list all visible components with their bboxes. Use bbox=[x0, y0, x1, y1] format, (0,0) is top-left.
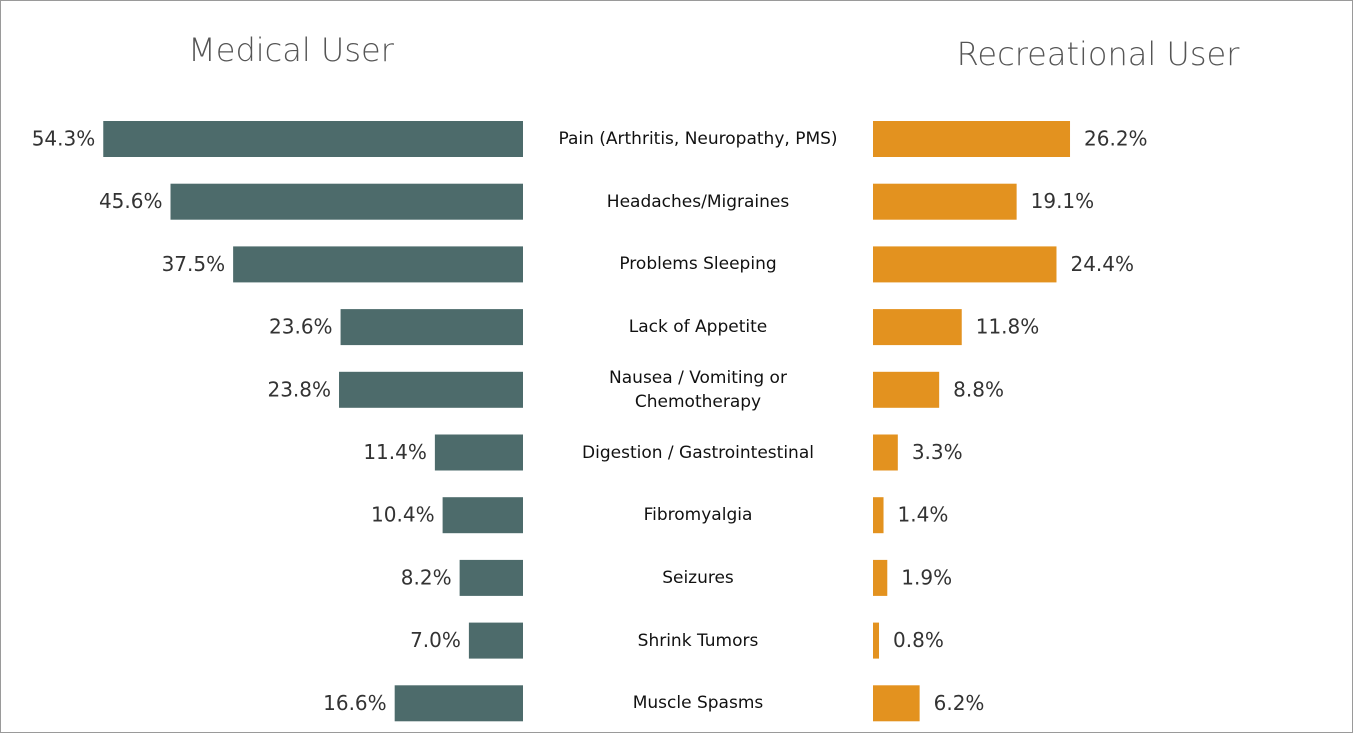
bar bbox=[434, 434, 523, 471]
value-label: 8.2% bbox=[401, 565, 452, 589]
bar bbox=[233, 246, 523, 283]
bar bbox=[873, 371, 940, 408]
bar bbox=[873, 622, 880, 659]
value-label: 10.4% bbox=[371, 503, 435, 527]
value-label: 23.8% bbox=[267, 377, 331, 401]
category-label: Lack of Appetite bbox=[628, 317, 768, 338]
category-label: Fibromyalgia bbox=[643, 505, 753, 526]
bar bbox=[873, 309, 962, 346]
value-label: 26.2% bbox=[1084, 127, 1148, 151]
bar bbox=[873, 121, 1071, 157]
category-label: Nausea / Vomiting or Chemotherapy bbox=[609, 367, 787, 412]
category-label: Pain (Arthritis, Neuropathy, PMS) bbox=[558, 129, 838, 149]
value-label: 8.8% bbox=[953, 377, 1004, 401]
bar bbox=[873, 497, 884, 534]
bar bbox=[873, 246, 1057, 283]
value-label: 37.5% bbox=[162, 252, 226, 276]
bar bbox=[442, 497, 523, 534]
value-label: 6.2% bbox=[934, 691, 985, 715]
value-label: 23.6% bbox=[269, 315, 333, 339]
value-label: 16.6% bbox=[323, 691, 387, 715]
series-title: Recreational User bbox=[957, 35, 1241, 73]
value-label: 1.4% bbox=[898, 503, 949, 527]
category-label: Shrink Tumors bbox=[637, 630, 759, 651]
bar bbox=[394, 685, 523, 722]
category-label: Muscle Spasms bbox=[632, 693, 764, 714]
bar bbox=[468, 622, 523, 659]
category-label: Digestion / Gastrointestinal bbox=[582, 442, 814, 463]
value-label: 3.3% bbox=[912, 440, 963, 464]
bar bbox=[459, 559, 523, 596]
value-label: 11.4% bbox=[363, 440, 427, 464]
value-label: 11.8% bbox=[976, 315, 1040, 339]
bar bbox=[103, 121, 524, 157]
value-label: 54.3% bbox=[32, 127, 96, 151]
category-label: Seizures bbox=[662, 567, 734, 588]
value-label: 1.9% bbox=[901, 565, 952, 589]
bar bbox=[170, 183, 523, 220]
category-label: Problems Sleeping bbox=[619, 254, 777, 275]
value-label: 7.0% bbox=[410, 628, 461, 652]
value-label: 24.4% bbox=[1070, 252, 1134, 276]
bar bbox=[873, 183, 1017, 220]
bar bbox=[873, 434, 898, 471]
value-label: 0.8% bbox=[893, 628, 944, 652]
category-label: Headaches/Migraines bbox=[606, 191, 790, 212]
series-title: Medical User bbox=[188, 31, 395, 69]
bar bbox=[339, 371, 523, 408]
bar bbox=[873, 559, 888, 596]
bar bbox=[873, 685, 920, 722]
bar bbox=[340, 309, 523, 346]
value-label: 45.6% bbox=[99, 189, 163, 213]
value-label: 19.1% bbox=[1031, 189, 1095, 213]
